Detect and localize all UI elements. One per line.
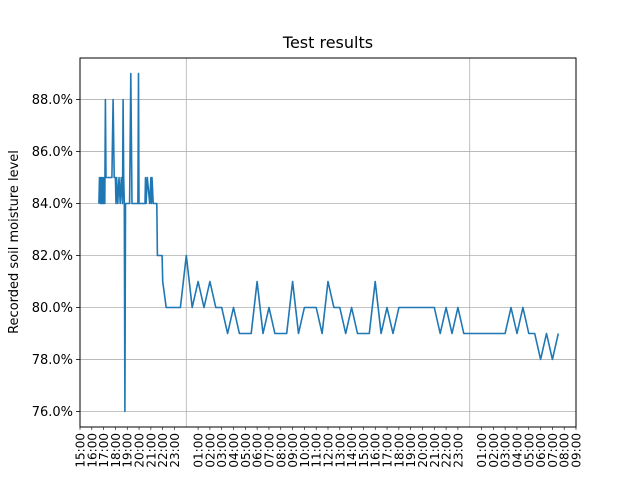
x-tick-label: 04:00 [510,433,524,468]
x-tick-label: 06:00 [534,433,548,468]
x-tick-label: 18:00 [392,433,406,468]
x-tick-label: 22:00 [156,433,170,468]
x-tick-label: 08:00 [274,433,288,468]
x-tick-label: 23:00 [168,433,182,468]
x-tick-label: 17:00 [381,433,395,468]
x-tick-label: 04:00 [227,433,241,468]
y-tick-label: 84.0% [32,197,73,212]
grid-layer [80,58,576,427]
x-tick-label: 14:00 [345,433,359,468]
x-tick-label: 11:00 [310,433,324,468]
x-tick-label: 01:00 [192,433,206,468]
y-axis-label: Recorded soil moisture level [7,150,22,334]
x-tick-label: 09:00 [570,433,584,468]
x-tick-label: 16:00 [369,433,383,468]
x-tick-label: 08:00 [558,433,572,468]
x-tick-label: 21:00 [144,433,158,468]
y-tick-label: 88.0% [32,93,73,108]
x-tick-label: 07:00 [546,433,560,468]
x-tick-label: 19:00 [121,433,135,468]
y-tick-label: 86.0% [32,145,73,160]
x-tick-label: 01:00 [475,433,489,468]
y-axis: 76.0% 78.0% 80.0% 82.0% 84.0% 86.0% 88.0% [32,93,80,420]
x-axis: 15:0016:0017:0018:0019:0020:0021:0022:00… [74,427,584,468]
x-tick-label: 18:00 [109,433,123,468]
x-tick-label: 06:00 [251,433,265,468]
x-tick-label: 23:00 [451,433,465,468]
plot-frame [79,57,577,428]
x-tick-label: 21:00 [428,433,442,468]
x-tick-label: 17:00 [97,433,111,468]
series-line [98,72,560,413]
series-layer [98,72,560,413]
x-tick-label: 10:00 [298,433,312,468]
x-tick-label: 05:00 [239,433,253,468]
x-tick-label: 19:00 [404,433,418,468]
x-tick-label: 22:00 [440,433,454,468]
y-tick-label: 76.0% [32,405,73,420]
x-tick-label: 09:00 [286,433,300,468]
x-tick-label: 20:00 [416,433,430,468]
x-tick-label: 05:00 [522,433,536,468]
x-tick-label: 15:00 [74,433,88,468]
x-tick-label: 16:00 [85,433,99,468]
x-tick-label: 02:00 [487,433,501,468]
x-tick-label: 02:00 [203,433,217,468]
x-tick-label: 07:00 [262,433,276,468]
x-tick-label: 15:00 [357,433,371,468]
x-tick-label: 12:00 [322,433,336,468]
x-tick-label: 13:00 [333,433,347,468]
y-tick-label: 82.0% [32,249,73,264]
x-tick-label: 03:00 [499,433,513,468]
chart-title: Test results [282,33,373,52]
x-tick-label: 20:00 [133,433,147,468]
y-tick-label: 80.0% [32,301,73,316]
y-tick-label: 78.0% [32,353,73,368]
x-tick-label: 03:00 [215,433,229,468]
